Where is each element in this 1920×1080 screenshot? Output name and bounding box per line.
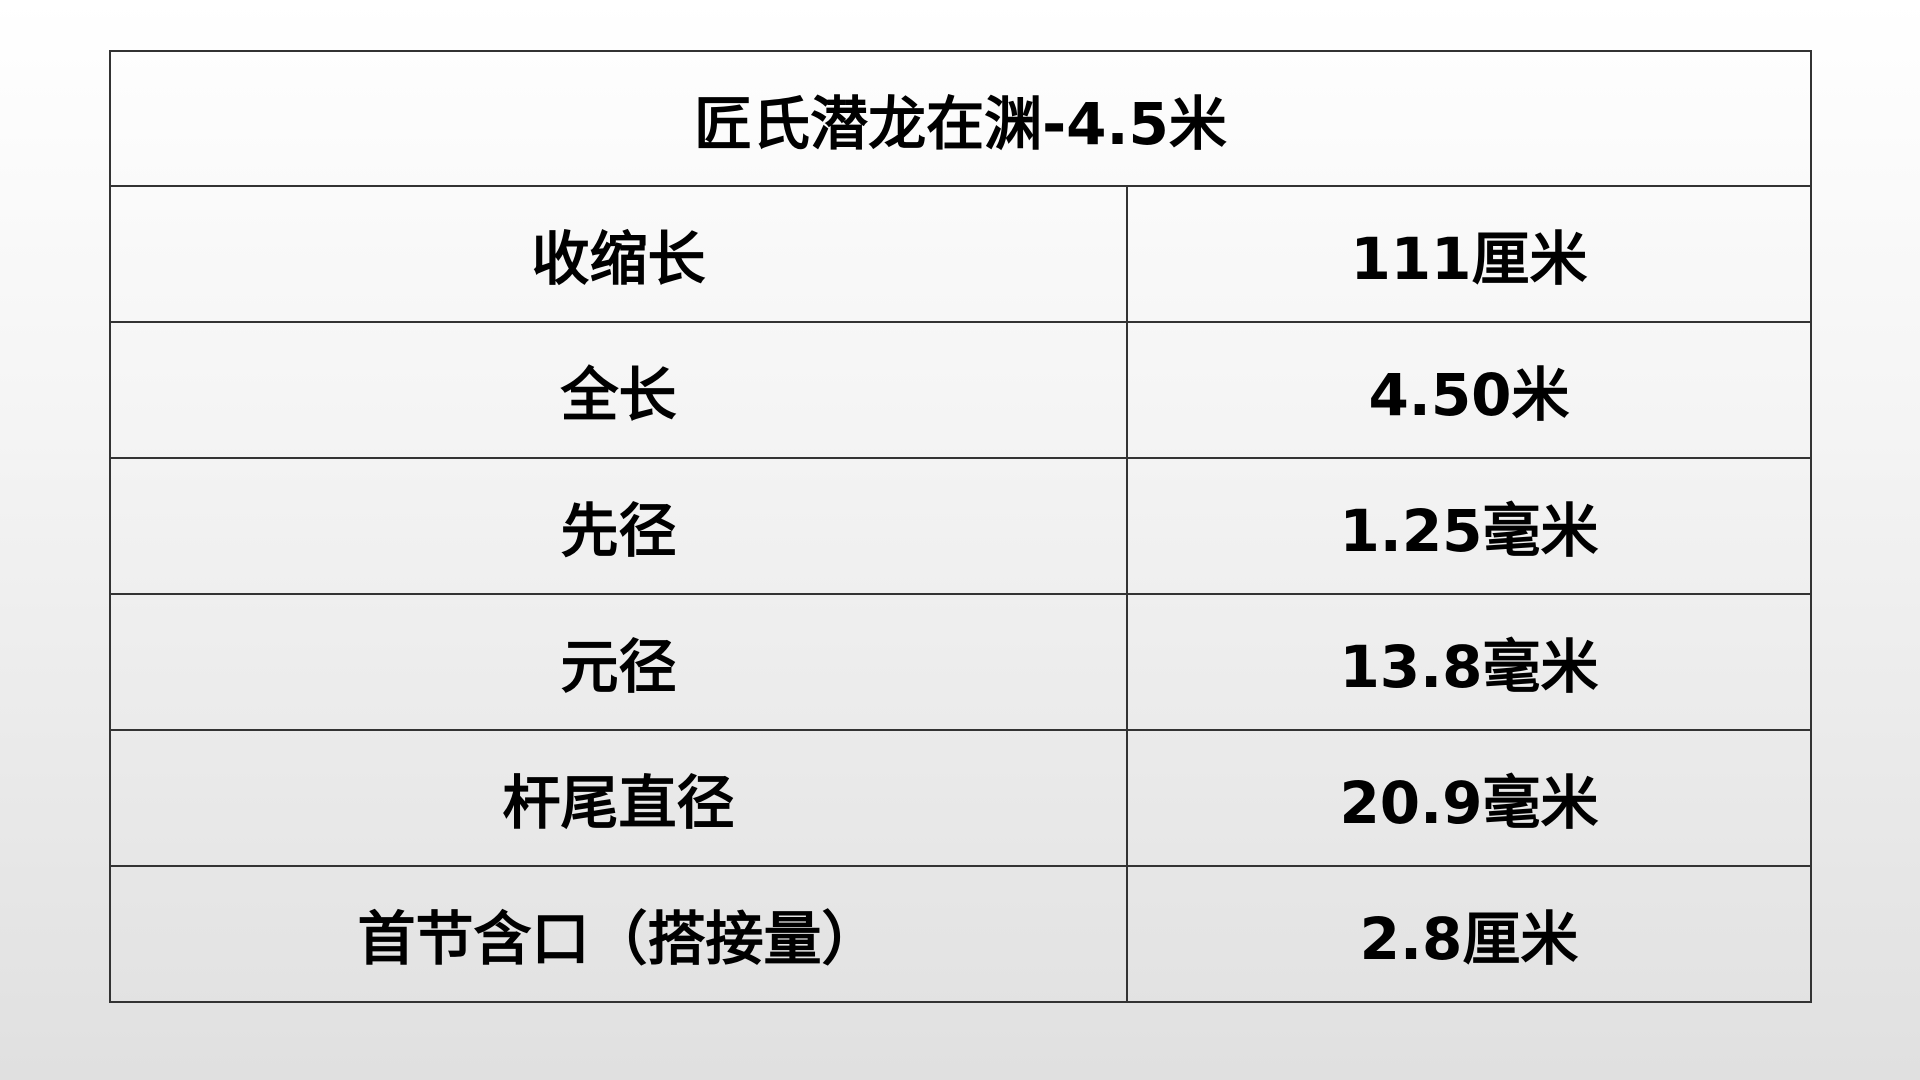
table-row: 首节含口（搭接量） 2.8厘米 [109, 865, 1812, 1003]
row-value: 20.9毫米 [1126, 729, 1812, 867]
table-row: 收缩长 111厘米 [109, 185, 1812, 323]
table-row: 杆尾直径 20.9毫米 [109, 729, 1812, 867]
table-title: 匠氏潜龙在渊-4.5米 [109, 50, 1812, 187]
row-value: 111厘米 [1126, 185, 1812, 323]
row-label: 杆尾直径 [109, 729, 1128, 867]
row-label: 先径 [109, 457, 1128, 595]
table-title-row: 匠氏潜龙在渊-4.5米 [109, 50, 1812, 187]
table-row: 全长 4.50米 [109, 321, 1812, 459]
row-label: 收缩长 [109, 185, 1128, 323]
table-row: 先径 1.25毫米 [109, 457, 1812, 595]
table-row: 元径 13.8毫米 [109, 593, 1812, 731]
row-value: 1.25毫米 [1126, 457, 1812, 595]
row-label: 元径 [109, 593, 1128, 731]
row-label: 首节含口（搭接量） [109, 865, 1128, 1003]
row-label: 全长 [109, 321, 1128, 459]
row-value: 2.8厘米 [1126, 865, 1812, 1003]
spec-table: 匠氏潜龙在渊-4.5米 收缩长 111厘米 全长 4.50米 先径 1.25毫米… [109, 50, 1812, 1003]
row-value: 4.50米 [1126, 321, 1812, 459]
row-value: 13.8毫米 [1126, 593, 1812, 731]
